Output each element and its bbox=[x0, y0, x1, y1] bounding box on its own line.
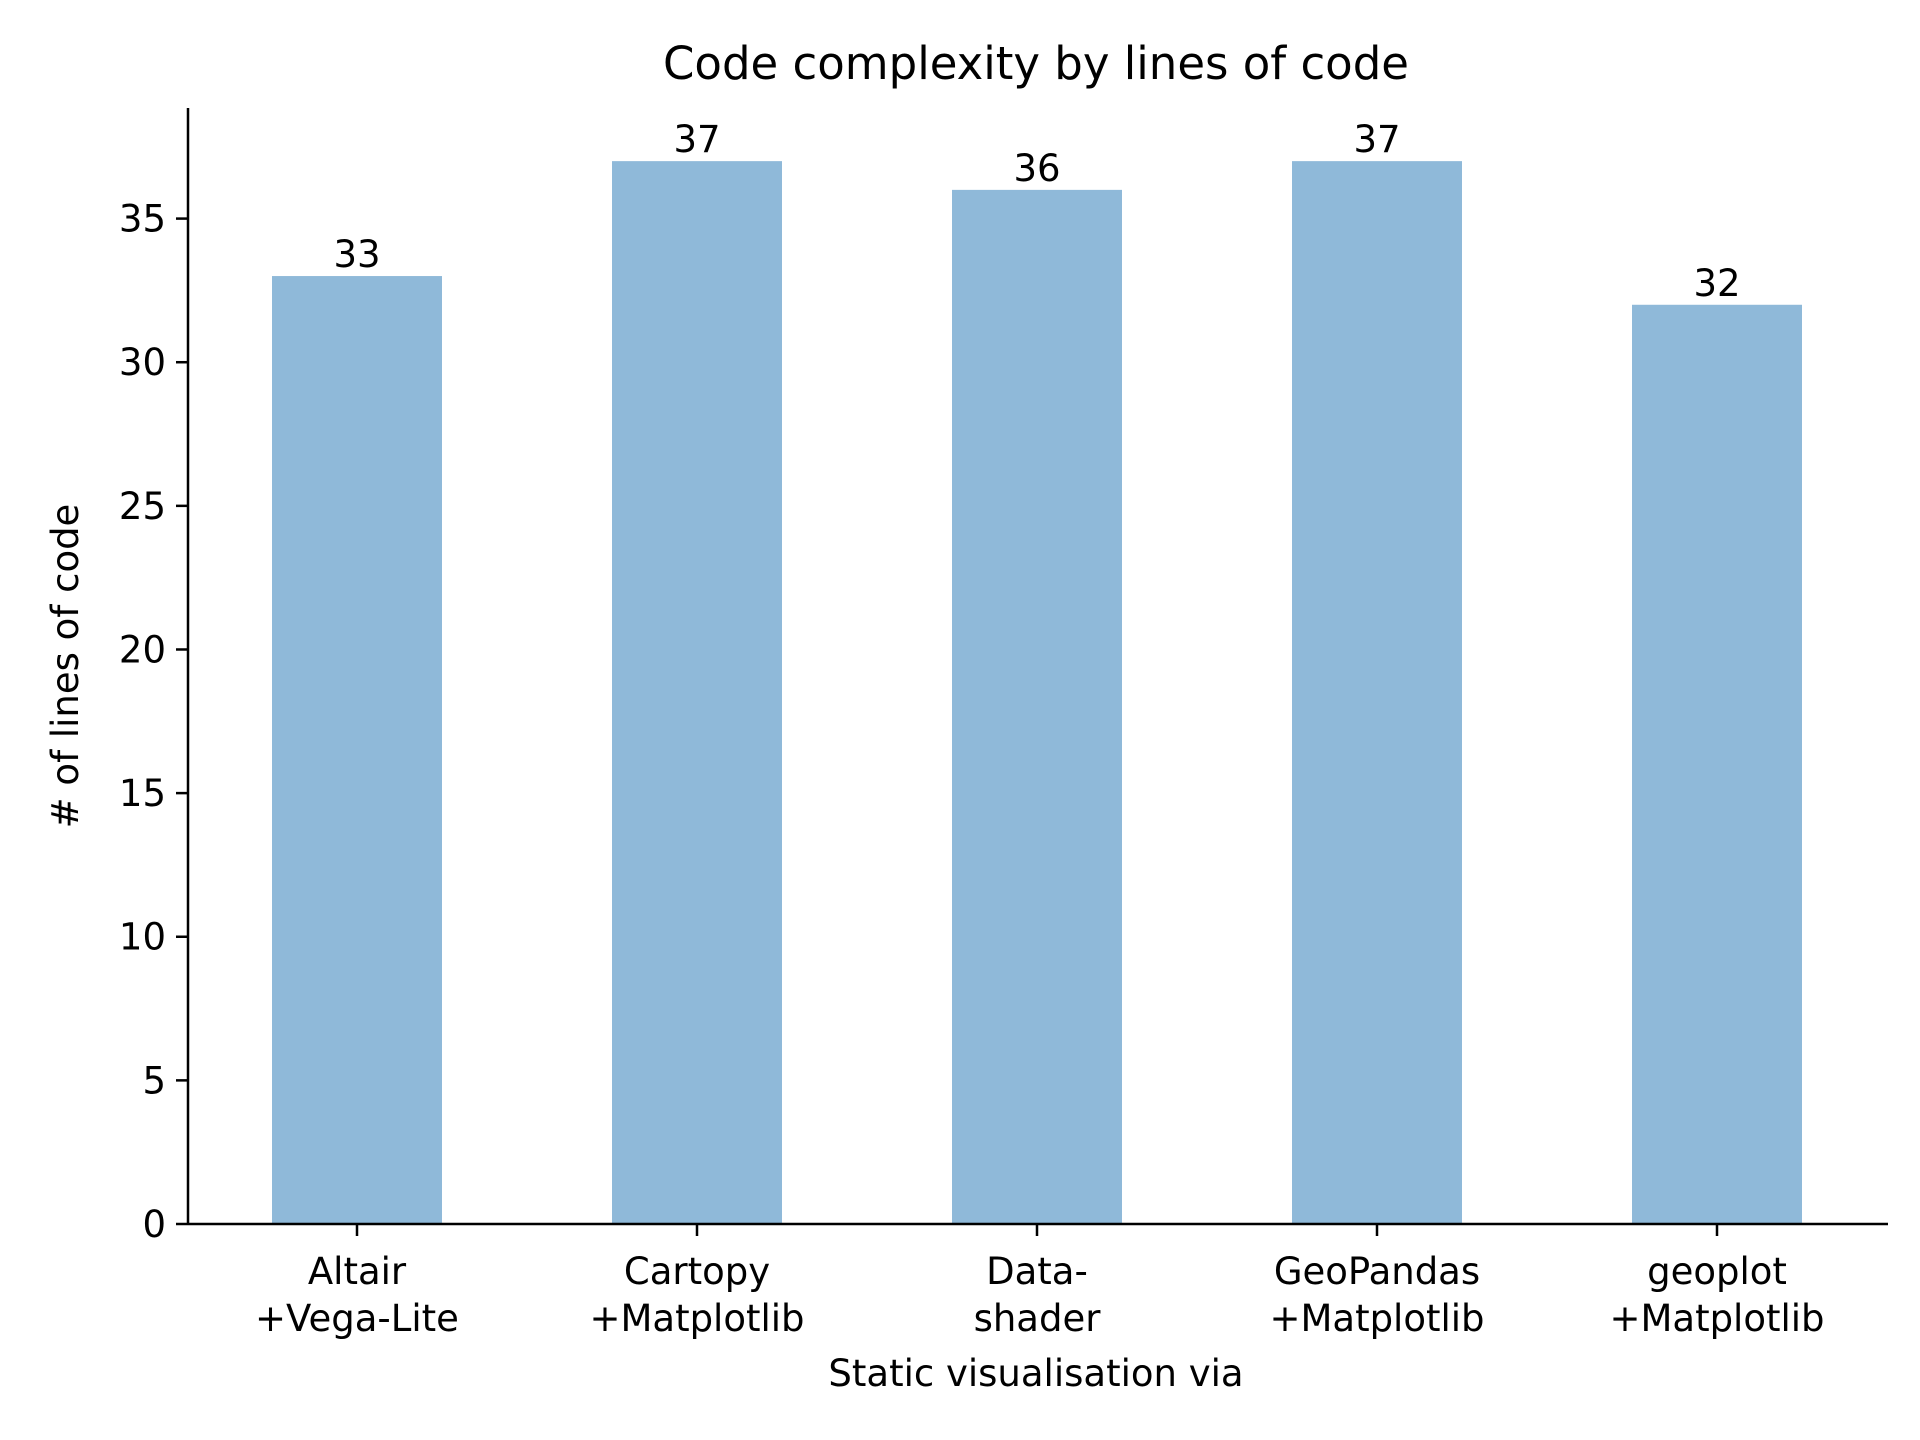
bars-layer bbox=[272, 161, 1802, 1225]
x-tick-label-1: Cartopy +Matplotlib bbox=[589, 1250, 804, 1340]
y-tick-label-3: 15 bbox=[119, 772, 166, 815]
bar-value-label-3: 37 bbox=[1353, 118, 1400, 161]
y-tick-label-4: 20 bbox=[119, 628, 166, 671]
y-tick-label-6: 30 bbox=[119, 341, 166, 384]
x-tick-label-3: GeoPandas +Matplotlib bbox=[1269, 1250, 1484, 1340]
bar-value-label-2: 36 bbox=[1013, 147, 1060, 190]
bar-0 bbox=[272, 276, 442, 1224]
bar-value-label-0: 33 bbox=[333, 233, 380, 276]
bar-1 bbox=[612, 161, 782, 1225]
bar-4 bbox=[1632, 304, 1802, 1224]
x-tick-label-0: Altair +Vega-Lite bbox=[255, 1250, 459, 1340]
x-tick-label-4: geoplot +Matplotlib bbox=[1609, 1250, 1824, 1340]
bar-labels-layer: 33 37 36 37 32 bbox=[333, 118, 1740, 305]
bar-2 bbox=[952, 189, 1122, 1224]
x-axis-title: Static visualisation via bbox=[828, 1352, 1243, 1395]
bar-3 bbox=[1292, 161, 1462, 1225]
bar-value-label-4: 32 bbox=[1693, 262, 1740, 305]
y-axis-ticks: 0 5 10 15 20 25 30 35 bbox=[119, 198, 188, 1246]
y-tick-label-5: 25 bbox=[119, 485, 166, 528]
y-tick-label-7: 35 bbox=[119, 198, 166, 241]
chart-title: Code complexity by lines of code bbox=[663, 37, 1409, 90]
x-tick-label-2: Data-shader bbox=[974, 1250, 1102, 1340]
x-axis-ticks: Altair +Vega-Lite Cartopy +Matplotlib Data-s… bbox=[255, 1224, 1825, 1340]
y-tick-label-1: 5 bbox=[142, 1059, 166, 1102]
y-tick-label-2: 10 bbox=[119, 916, 166, 959]
bar-value-label-1: 37 bbox=[673, 118, 720, 161]
y-axis-title: # of lines of code bbox=[44, 504, 87, 829]
y-tick-label-0: 0 bbox=[142, 1203, 166, 1246]
